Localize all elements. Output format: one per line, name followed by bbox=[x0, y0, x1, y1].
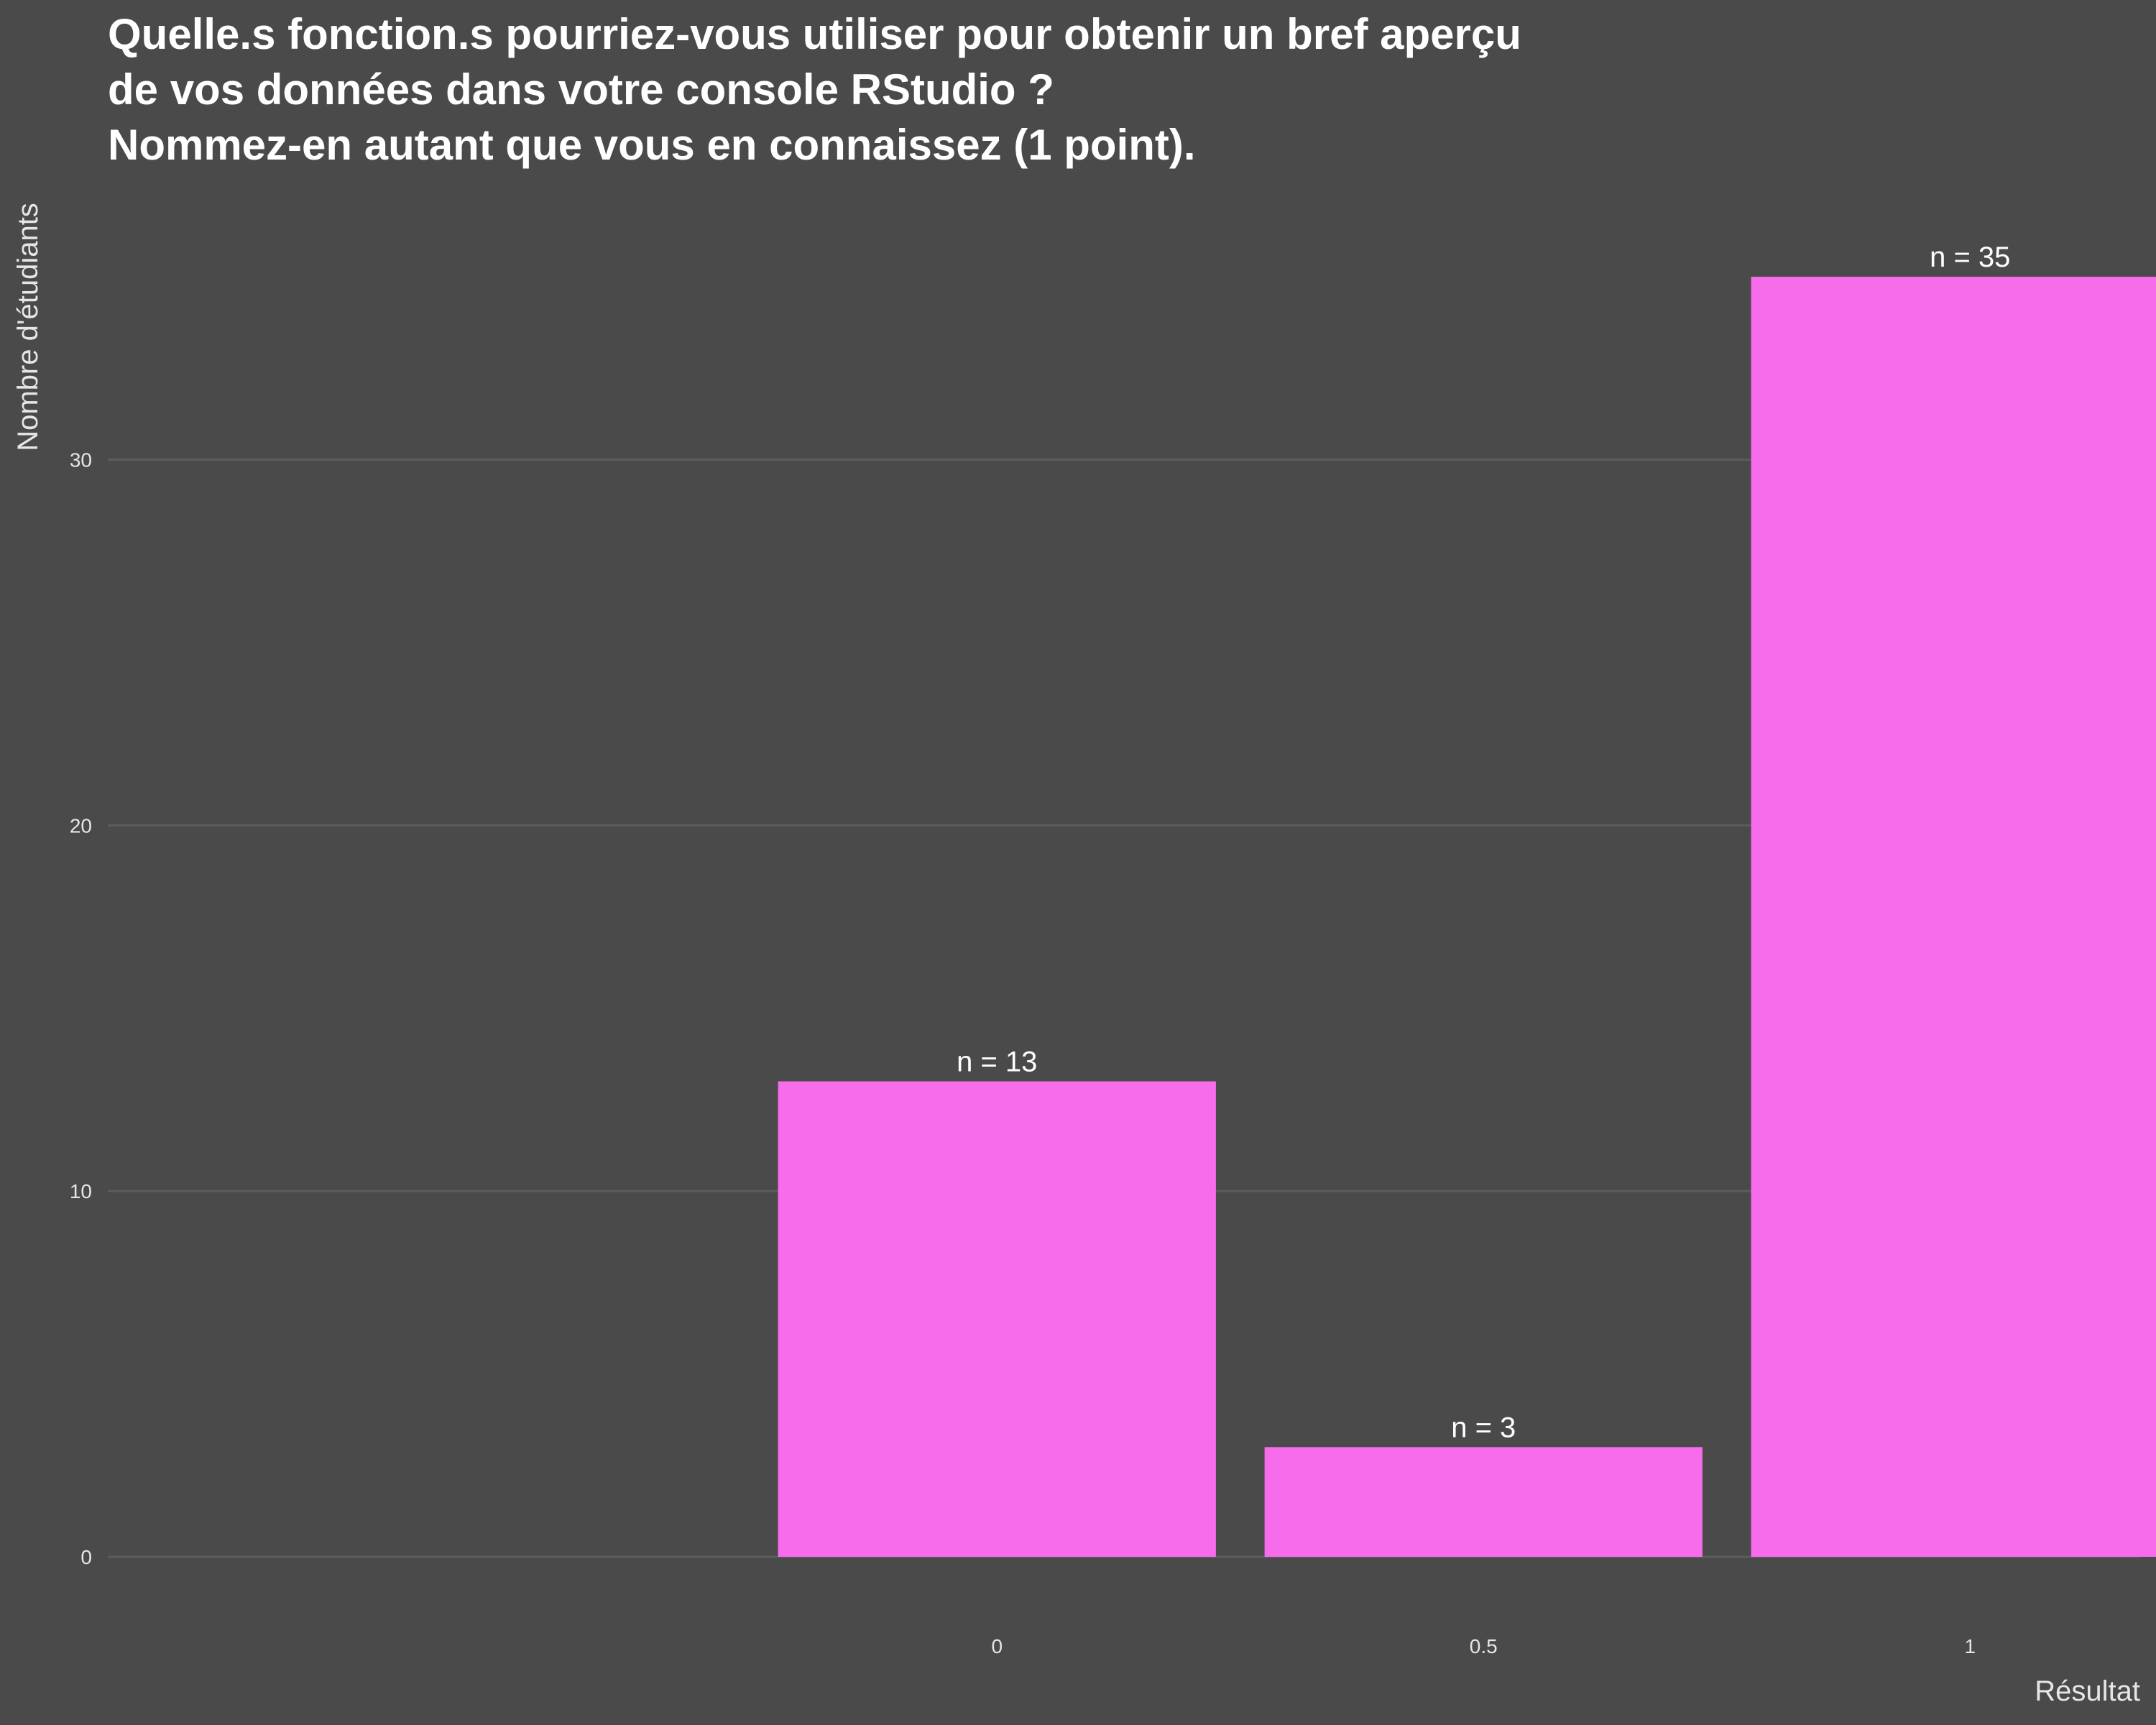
bar-data-label-0: n = 13 bbox=[957, 1046, 1037, 1078]
bar-0.5 bbox=[1264, 1447, 1703, 1557]
y-tick-labels: 0 10 20 30 bbox=[70, 448, 92, 1568]
chart-title-line-3: Nommez-en autant que vous en connaissez … bbox=[108, 121, 1196, 169]
bar-1 bbox=[1751, 277, 2156, 1557]
x-tick-label-0: 0 bbox=[991, 1635, 1003, 1657]
bars bbox=[778, 277, 2156, 1557]
chart-title: Quelle.s fonction.s pourriez-vous utilis… bbox=[108, 10, 1521, 169]
x-axis-title: Résultat bbox=[2035, 1675, 2140, 1707]
y-tick-label-20: 20 bbox=[70, 814, 92, 837]
y-tick-label-10: 10 bbox=[70, 1180, 92, 1202]
y-tick-label-0: 0 bbox=[80, 1546, 92, 1568]
y-tick-label-30: 30 bbox=[70, 448, 92, 471]
bar-data-label-1: n = 35 bbox=[1930, 242, 2010, 273]
x-tick-label-1: 1 bbox=[1964, 1635, 1976, 1657]
bar-data-label-0.5: n = 3 bbox=[1451, 1412, 1516, 1443]
x-tick-labels: 0 0.5 1 bbox=[991, 1635, 1976, 1657]
x-tick-label-0.5: 0.5 bbox=[1470, 1635, 1498, 1657]
y-axis-title: Nombre d'étudiants bbox=[12, 203, 44, 451]
bar-data-labels: n = 13 n = 3 n = 35 bbox=[957, 242, 2010, 1443]
chart-title-line-1: Quelle.s fonction.s pourriez-vous utilis… bbox=[108, 10, 1521, 58]
chart-title-line-2: de vos données dans votre console RStudi… bbox=[108, 65, 1054, 114]
bar-0 bbox=[778, 1081, 1216, 1557]
